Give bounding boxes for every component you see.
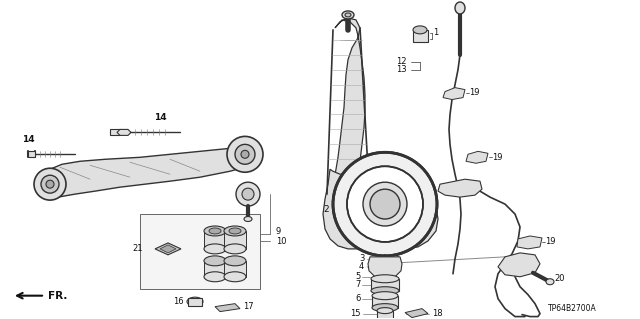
Bar	[28, 151, 35, 157]
Circle shape	[41, 175, 59, 193]
Bar	[371, 279, 399, 291]
Ellipse shape	[377, 308, 393, 314]
Ellipse shape	[204, 244, 226, 254]
Text: 7: 7	[355, 280, 360, 289]
Ellipse shape	[342, 11, 354, 19]
Bar	[224, 231, 246, 249]
Text: 19: 19	[492, 153, 502, 162]
Polygon shape	[443, 88, 465, 100]
Polygon shape	[38, 147, 255, 199]
Bar	[204, 231, 226, 249]
Ellipse shape	[413, 26, 427, 34]
Ellipse shape	[229, 228, 241, 234]
Ellipse shape	[224, 226, 246, 236]
Polygon shape	[466, 151, 488, 163]
Ellipse shape	[455, 2, 465, 14]
Text: 4: 4	[359, 262, 364, 271]
Polygon shape	[160, 245, 176, 253]
Polygon shape	[215, 304, 240, 312]
Ellipse shape	[204, 272, 226, 282]
Ellipse shape	[204, 226, 226, 236]
Text: 14: 14	[22, 135, 35, 144]
Bar	[377, 311, 393, 319]
Polygon shape	[498, 253, 540, 277]
Text: 13: 13	[396, 65, 406, 74]
Polygon shape	[405, 308, 428, 318]
Text: 3: 3	[359, 254, 364, 263]
Circle shape	[347, 166, 423, 242]
Ellipse shape	[209, 228, 221, 234]
Polygon shape	[155, 243, 181, 255]
Ellipse shape	[371, 287, 399, 295]
Circle shape	[333, 152, 437, 256]
Circle shape	[370, 189, 400, 219]
Circle shape	[241, 150, 249, 158]
Ellipse shape	[371, 275, 399, 283]
Bar	[224, 261, 246, 277]
Text: 20: 20	[554, 274, 564, 283]
Ellipse shape	[372, 304, 398, 312]
Bar	[413, 30, 428, 42]
Polygon shape	[330, 18, 365, 214]
Circle shape	[363, 182, 407, 226]
Polygon shape	[438, 179, 482, 197]
Ellipse shape	[187, 297, 203, 306]
Ellipse shape	[372, 292, 398, 300]
Polygon shape	[117, 130, 131, 135]
Ellipse shape	[224, 272, 246, 282]
Text: 17: 17	[243, 302, 253, 311]
Bar	[188, 298, 202, 306]
Circle shape	[46, 180, 54, 188]
Circle shape	[242, 188, 254, 200]
Text: 2: 2	[323, 204, 328, 213]
Ellipse shape	[244, 217, 252, 221]
Ellipse shape	[224, 256, 246, 266]
Text: 18: 18	[432, 309, 443, 318]
Circle shape	[34, 168, 66, 200]
Text: 10: 10	[276, 237, 287, 246]
Circle shape	[227, 137, 263, 172]
Circle shape	[236, 182, 260, 206]
Bar	[140, 214, 260, 289]
Polygon shape	[323, 157, 438, 267]
Circle shape	[235, 145, 255, 164]
Bar	[204, 261, 226, 277]
Text: 12: 12	[396, 57, 406, 66]
Text: 19: 19	[469, 88, 479, 97]
Polygon shape	[517, 236, 542, 249]
Bar	[110, 130, 120, 135]
Circle shape	[375, 194, 395, 214]
Text: 16: 16	[173, 297, 184, 306]
Text: 5: 5	[355, 272, 360, 281]
Ellipse shape	[224, 244, 246, 254]
Ellipse shape	[345, 13, 351, 17]
Text: 6: 6	[355, 294, 360, 303]
Text: 9: 9	[276, 227, 281, 236]
Text: 19: 19	[545, 237, 556, 246]
Text: 1: 1	[433, 28, 438, 37]
Text: 14: 14	[154, 113, 166, 122]
Text: TP64B2700A: TP64B2700A	[548, 304, 596, 313]
Text: FR.: FR.	[48, 291, 67, 301]
Bar	[372, 296, 398, 308]
Ellipse shape	[546, 279, 554, 285]
Text: 21: 21	[132, 244, 143, 253]
Polygon shape	[368, 257, 402, 279]
Text: 15: 15	[350, 309, 360, 318]
Ellipse shape	[204, 256, 226, 266]
